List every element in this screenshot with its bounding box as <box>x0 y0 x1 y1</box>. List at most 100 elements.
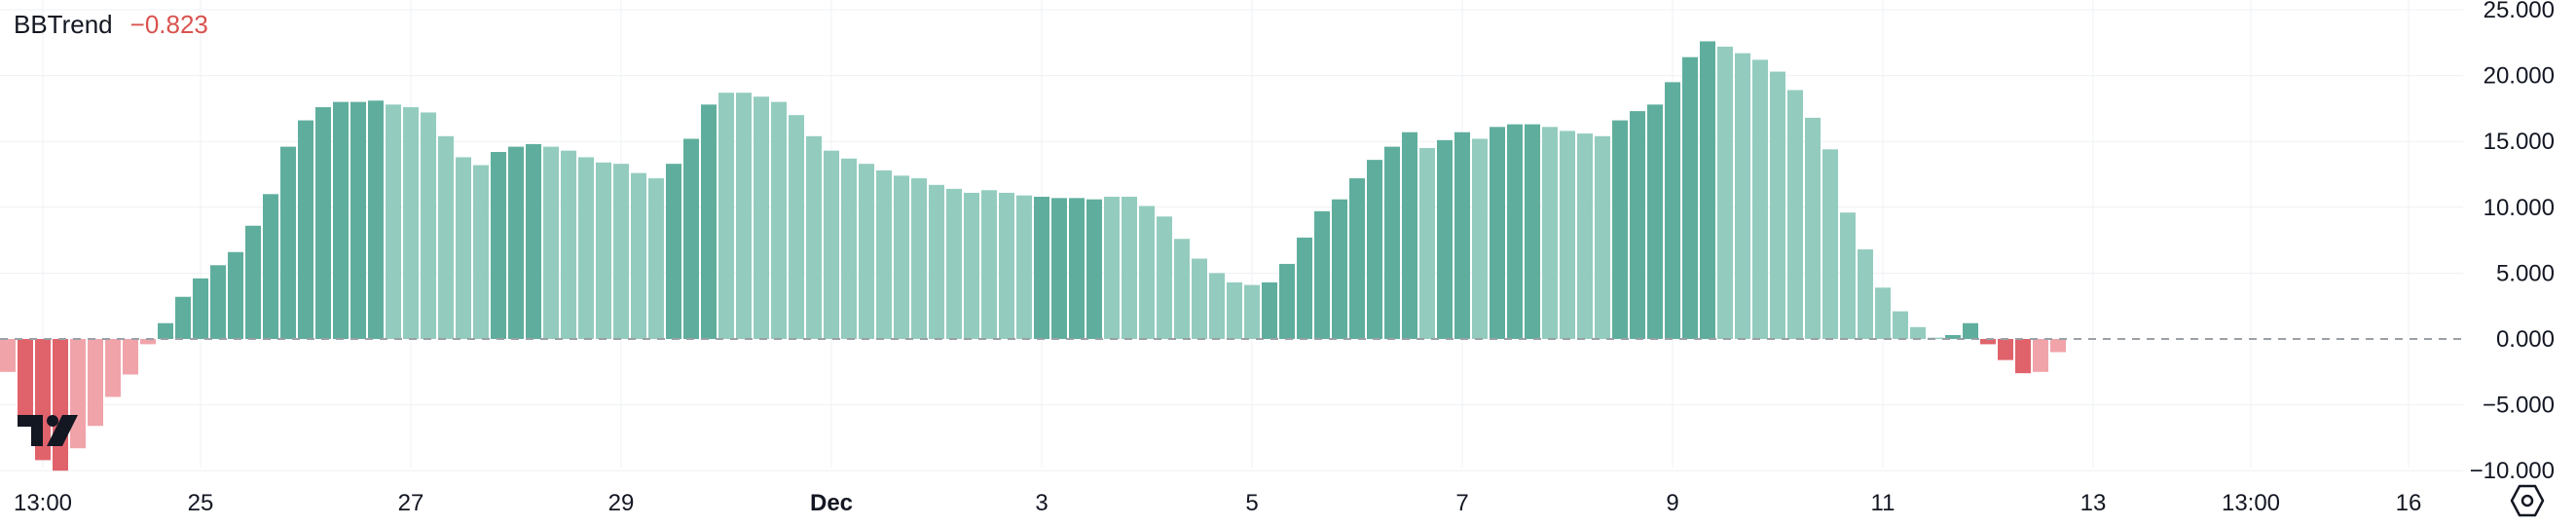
histogram-bar <box>228 251 243 339</box>
histogram-bar <box>263 194 278 339</box>
histogram-bar <box>1279 263 1295 339</box>
histogram-bar <box>894 175 909 339</box>
histogram-bar <box>876 169 892 339</box>
histogram-bar <box>1122 196 1137 339</box>
histogram-bar <box>1157 216 1172 339</box>
histogram-bar <box>0 339 16 372</box>
histogram-bar <box>1016 195 1032 339</box>
histogram-bar <box>1192 258 1207 339</box>
histogram-bar <box>1770 71 1785 339</box>
histogram-bar <box>1630 111 1645 339</box>
histogram-bar <box>158 322 173 339</box>
histogram-bar <box>315 107 331 339</box>
histogram-bar <box>1998 339 2013 360</box>
x-tick-label: 7 <box>1455 490 1468 516</box>
histogram-bar <box>1227 282 1242 339</box>
histogram-bar <box>929 184 944 339</box>
histogram-bar <box>1262 282 1277 339</box>
histogram-bar <box>2050 339 2066 353</box>
histogram-bar <box>1595 135 1610 339</box>
histogram-bar <box>1402 132 1417 339</box>
histogram-bar <box>1139 206 1155 339</box>
x-tick-label: 3 <box>1035 490 1048 516</box>
histogram-bar <box>175 296 191 339</box>
histogram-bar <box>333 101 349 339</box>
histogram-bar <box>1577 133 1593 339</box>
histogram-bar <box>789 115 804 339</box>
histogram-bar <box>1244 284 1260 339</box>
histogram-bar <box>648 178 664 339</box>
histogram-bar <box>438 135 454 339</box>
histogram-bar <box>543 146 559 339</box>
y-tick-label: 0.000 <box>2496 326 2555 353</box>
histogram-bar <box>1945 334 1961 339</box>
histogram-bar <box>946 188 962 339</box>
histogram-bar <box>1735 53 1750 340</box>
histogram-bar <box>280 146 296 339</box>
x-tick-label: 11 <box>1871 490 1895 516</box>
y-tick-label: −10.000 <box>2470 458 2555 484</box>
tradingview-logo-icon <box>18 415 78 446</box>
y-tick-label: 15.000 <box>2484 129 2555 155</box>
histogram-bar <box>1980 339 1996 345</box>
x-tick-label: 13:00 <box>2222 490 2280 516</box>
histogram-bar <box>596 162 611 339</box>
indicator-legend[interactable]: BBTrend −0.823 <box>14 10 208 40</box>
x-tick-label: Dec <box>810 490 853 516</box>
histogram-bar <box>456 157 471 339</box>
x-tick-label: 29 <box>608 490 635 516</box>
settings-hexagon-icon[interactable] <box>2510 483 2545 518</box>
histogram-bar <box>123 339 138 375</box>
histogram-bar <box>1840 212 1856 339</box>
histogram-bar <box>859 164 874 339</box>
histogram-bar <box>1858 249 1873 339</box>
histogram-bar <box>1472 138 1488 339</box>
histogram-bar <box>911 178 927 339</box>
histogram-bar <box>1086 199 1102 339</box>
histogram-bar <box>2015 339 2031 374</box>
histogram-bar <box>701 104 717 340</box>
histogram-bar <box>718 93 734 340</box>
y-tick-label: 5.000 <box>2496 260 2555 286</box>
histogram-bar <box>683 138 699 339</box>
histogram-bar <box>1332 199 1347 339</box>
histogram-bar <box>561 150 576 339</box>
histogram-bar <box>88 339 103 427</box>
histogram-bar <box>1069 198 1085 339</box>
histogram-bar <box>1419 147 1435 339</box>
histogram-bar <box>1612 120 1628 340</box>
x-tick-label: 5 <box>1245 490 1258 516</box>
histogram-bar <box>1384 146 1400 339</box>
histogram-bar <box>508 146 524 339</box>
histogram-bar <box>1525 124 1540 340</box>
x-tick-label: 25 <box>188 490 214 516</box>
histogram-bar <box>1051 198 1067 339</box>
histogram-bar <box>666 164 681 339</box>
x-tick-label: 13 <box>2080 490 2107 516</box>
x-tick-label: 27 <box>398 490 424 516</box>
histogram-bar <box>613 164 629 339</box>
y-tick-label: 25.000 <box>2484 0 2555 23</box>
histogram-bar <box>210 265 226 339</box>
indicator-value: −0.823 <box>129 10 208 39</box>
histogram-bar <box>403 107 419 339</box>
histogram-bar <box>473 165 489 339</box>
y-tick-label: −5.000 <box>2483 393 2555 419</box>
histogram-bar <box>526 143 541 339</box>
histogram-bar <box>1752 59 1768 339</box>
histogram-bar <box>1700 41 1715 339</box>
x-tick-label: 16 <box>2396 490 2422 516</box>
histogram-bar <box>1682 56 1698 340</box>
histogram-bar <box>1507 124 1523 340</box>
histogram-bar <box>1963 322 1978 339</box>
histogram-bar <box>999 192 1014 339</box>
histogram-bar <box>1822 149 1838 339</box>
histogram-bar <box>1297 237 1312 339</box>
histogram-bar <box>1209 273 1225 339</box>
histogram-bar <box>1367 160 1382 339</box>
histogram-bar <box>421 112 436 340</box>
histogram-bar <box>491 152 506 339</box>
histogram-bar <box>386 104 401 340</box>
